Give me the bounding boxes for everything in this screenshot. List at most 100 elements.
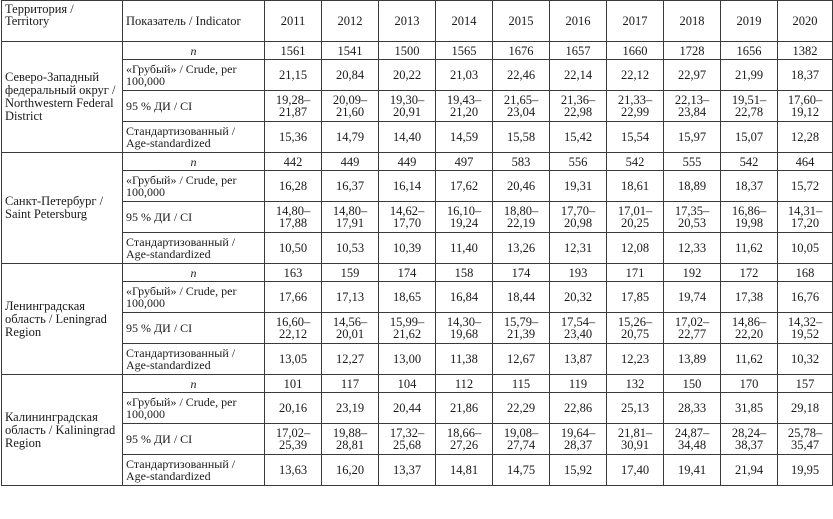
value-cell: 442 [264, 152, 322, 171]
value-cell: 1660 [606, 41, 664, 60]
territory-header: Территория / Territory [1, 0, 123, 42]
ci-lower: 16,10– [446, 204, 482, 218]
ci-cell: 14,32– 19,52 [777, 312, 833, 344]
value-cell: 12,33 [663, 232, 721, 264]
value-cell: 17,38 [720, 281, 778, 313]
value-cell: 16,14 [378, 170, 436, 202]
value-cell: 21,03 [435, 59, 493, 91]
value-cell: 556 [549, 152, 607, 171]
ci-upper: 28,37 [563, 438, 593, 452]
row-ci: 95 % ДИ / CI 16,60– 22,12 14,56– 20,01 15,99–… [2, 312, 833, 344]
ci-lower: 19,64– [560, 426, 596, 440]
value-cell: 17,85 [606, 281, 664, 313]
ci-upper: 25,39 [278, 438, 308, 452]
value-cell: 21,99 [720, 59, 778, 91]
ci-lower: 18,66– [446, 426, 482, 440]
value-cell: 15,42 [549, 121, 607, 153]
indicator-cell: «Грубый» / Crude, per 100,000 [122, 170, 265, 202]
year-header: 2011 [264, 0, 322, 42]
value-cell: 150 [663, 374, 721, 393]
ci-lower: 19,28– [275, 93, 311, 107]
indicator-cell: 95 % ДИ / CI [122, 90, 265, 122]
ci-upper: 19,52 [790, 327, 820, 341]
ci-lower: 15,99– [389, 315, 425, 329]
indicator-cell: 95 % ДИ / CI [122, 201, 265, 233]
territory-cell: Ленинградская область / Leningrad Region [1, 263, 123, 375]
year-header: 2017 [606, 0, 664, 42]
value-cell: 1565 [435, 41, 493, 60]
indicator-header: Показатель / Indicator [122, 0, 265, 42]
row-crude-rate: «Грубый» / Crude, per 100,000 16,28 16,37 1… [2, 170, 833, 202]
ci-lower: 15,79– [503, 315, 539, 329]
ci-upper: 27,74 [506, 438, 536, 452]
ci-lower: 14,80– [275, 204, 311, 218]
value-cell: 18,37 [720, 170, 778, 202]
value-cell: 13,00 [378, 343, 436, 375]
ci-cell: 25,78– 35,47 [777, 423, 833, 455]
value-cell: 542 [606, 152, 664, 171]
territory-cell: Санкт-Петербург / Saint Petersburg [1, 152, 123, 264]
value-cell: 14,75 [492, 454, 550, 486]
ci-lower: 17,02– [674, 315, 710, 329]
ci-lower: 14,56– [332, 315, 368, 329]
ci-upper: 27,26 [449, 438, 479, 452]
value-cell: 193 [549, 263, 607, 282]
ci-upper: 20,01 [335, 327, 365, 341]
ci-cell: 21,33– 22,99 [606, 90, 664, 122]
row-crude-rate: «Грубый» / Crude, per 100,000 17,66 17,13 1… [2, 281, 833, 313]
ci-cell: 14,86– 22,20 [720, 312, 778, 344]
indicator-cell: n [122, 374, 265, 393]
value-cell: 16,76 [777, 281, 833, 313]
year-header: 2018 [663, 0, 721, 42]
ci-cell: 17,01– 20,25 [606, 201, 664, 233]
value-cell: 15,54 [606, 121, 664, 153]
value-cell: 20,84 [321, 59, 379, 91]
row-n: Санкт-Петербург / Saint Petersburg n 442 44… [1, 152, 833, 264]
value-cell: 13,87 [549, 343, 607, 375]
ci-upper: 20,91 [392, 105, 422, 119]
value-cell: 22,29 [492, 392, 550, 424]
value-cell: 172 [720, 263, 778, 282]
ci-upper: 22,77 [677, 327, 707, 341]
value-cell: 16,20 [321, 454, 379, 486]
value-cell: 13,05 [264, 343, 322, 375]
ci-upper: 22,99 [620, 105, 650, 119]
ci-upper: 20,53 [677, 216, 707, 230]
value-cell: 10,53 [321, 232, 379, 264]
value-cell: 15,58 [492, 121, 550, 153]
value-cell: 1657 [549, 41, 607, 60]
row-age-standardized: Стандартизованный / Age-standardized 13,6… [2, 454, 833, 486]
value-cell: 18,44 [492, 281, 550, 313]
territory-cell: Северо-Западный федеральный округ / Nort… [1, 41, 123, 153]
value-cell: 20,22 [378, 59, 436, 91]
ci-lower: 14,62– [389, 204, 425, 218]
value-cell: 14,59 [435, 121, 493, 153]
value-cell: 170 [720, 374, 778, 393]
value-cell: 497 [435, 152, 493, 171]
ci-lower: 16,86– [731, 204, 767, 218]
ci-cell: 14,80– 17,88 [264, 201, 322, 233]
value-cell: 22,46 [492, 59, 550, 91]
ci-cell: 17,35– 20,53 [663, 201, 721, 233]
ci-lower: 17,01– [617, 204, 653, 218]
value-cell: 157 [777, 374, 833, 393]
ci-lower: 17,32– [389, 426, 425, 440]
value-cell: 17,66 [264, 281, 322, 313]
ci-upper: 38,37 [734, 438, 764, 452]
ci-lower: 22,13– [674, 93, 710, 107]
row-n: Калининградская область / Kaliningrad Re… [1, 374, 833, 486]
header-row: Территория / Territory Показатель / Indi… [1, 0, 833, 42]
value-cell: 10,39 [378, 232, 436, 264]
ci-lower: 18,80– [503, 204, 539, 218]
row-crude-rate: «Грубый» / Crude, per 100,000 20,16 23,19 2… [2, 392, 833, 424]
value-cell: 174 [492, 263, 550, 282]
ci-cell: 15,26– 20,75 [606, 312, 664, 344]
value-cell: 20,44 [378, 392, 436, 424]
ci-lower: 24,87– [674, 426, 710, 440]
value-cell: 18,61 [606, 170, 664, 202]
ci-lower: 14,86– [731, 315, 767, 329]
value-cell: 13,89 [663, 343, 721, 375]
ci-upper: 19,98 [734, 216, 764, 230]
ci-upper: 23,04 [506, 105, 536, 119]
ci-cell: 19,28– 21,87 [264, 90, 322, 122]
